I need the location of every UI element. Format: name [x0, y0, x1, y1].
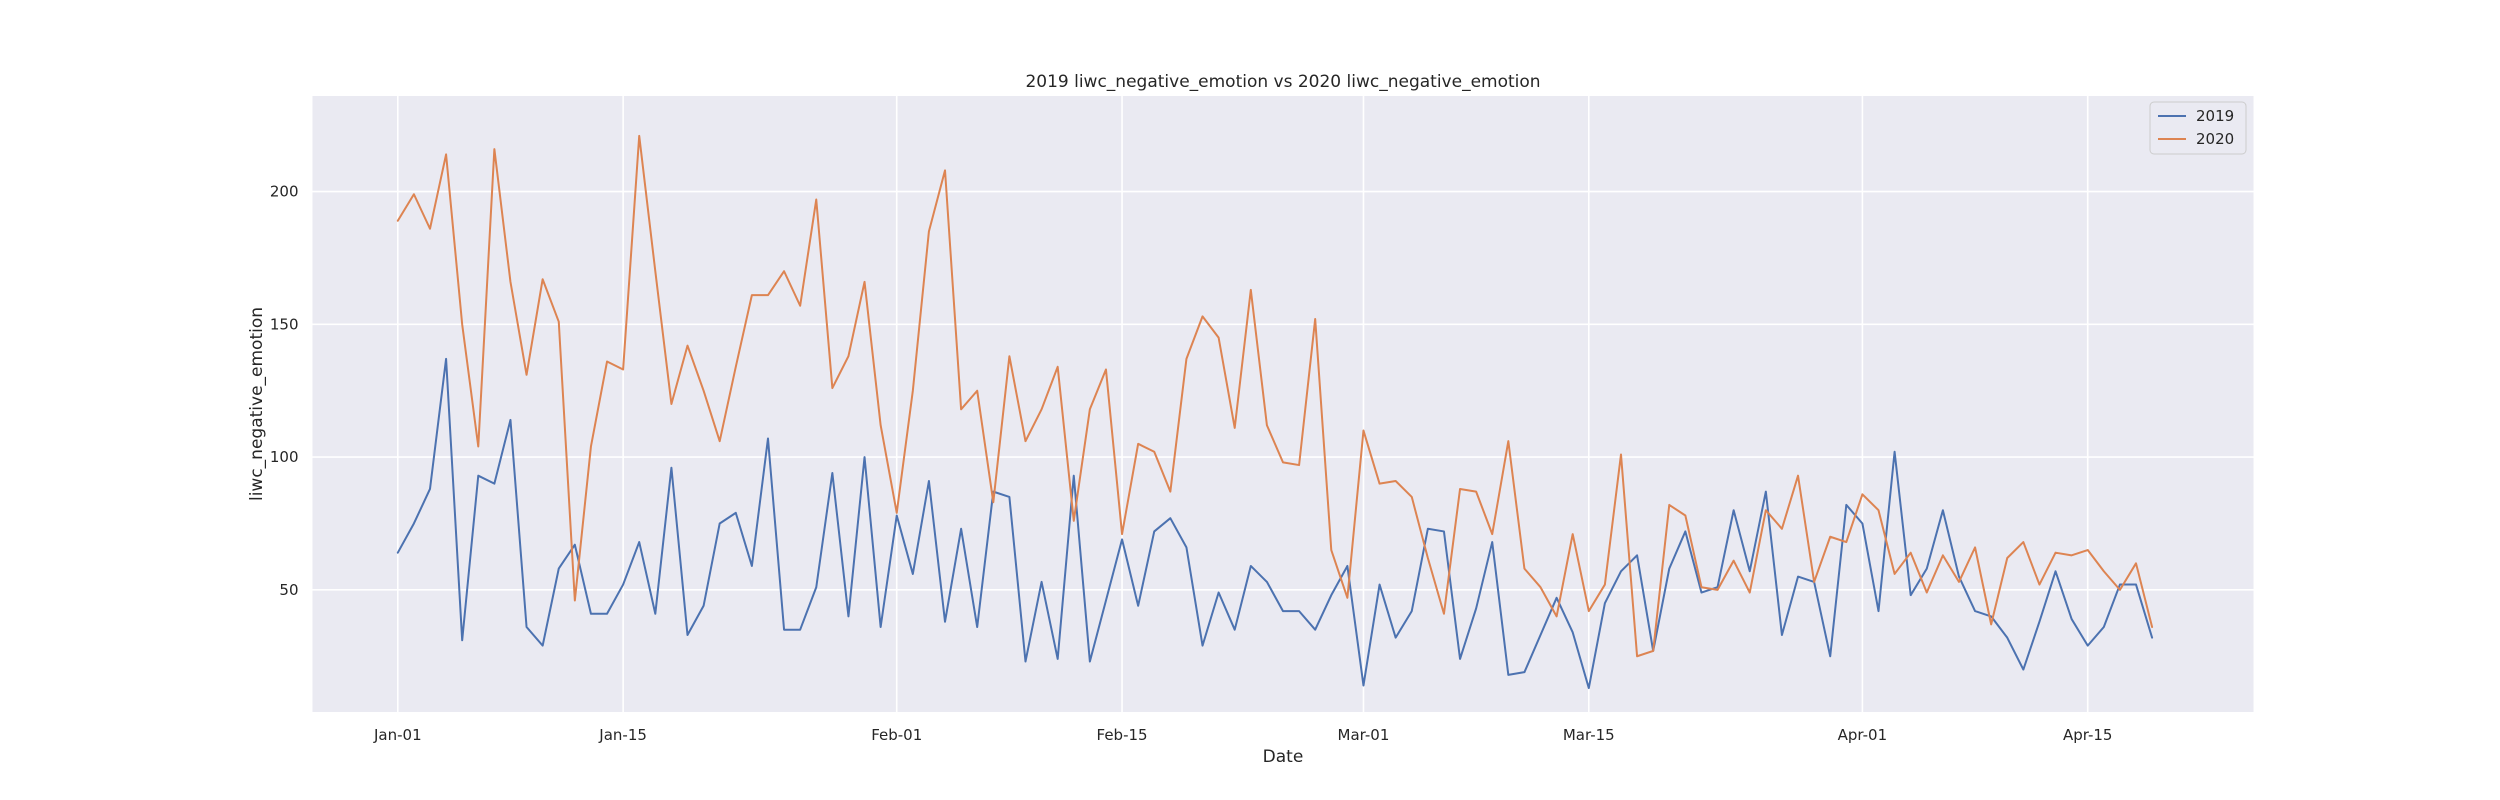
x-tick-label: Feb-01 — [871, 726, 922, 744]
y-tick-label: 200 — [270, 183, 299, 201]
y-tick-label: 50 — [279, 581, 298, 599]
plot-background — [312, 96, 2254, 712]
legend-label-2020: 2020 — [2196, 130, 2234, 148]
x-tick-label: Mar-15 — [1563, 726, 1615, 744]
x-tick-label: Jan-01 — [373, 726, 422, 744]
x-tick-label: Apr-01 — [1838, 726, 1888, 744]
legend-label-2019: 2019 — [2196, 107, 2234, 125]
y-tick-labels: 50 100 150 200 — [270, 183, 299, 599]
x-tick-label: Feb-15 — [1097, 726, 1148, 744]
y-axis-label: liwc_negative_emotion — [247, 307, 267, 501]
chart-title: 2019 liwc_negative_emotion vs 2020 liwc_… — [1025, 72, 1540, 92]
x-tick-labels: Jan-01 Jan-15 Feb-01 Feb-15 Mar-01 Mar-15 Apr-… — [373, 726, 2112, 744]
series-layer — [396, 134, 2154, 690]
x-axis-label: Date — [1263, 747, 1304, 767]
legend: 2019 2020 — [2149, 101, 2247, 155]
y-tick-label: 100 — [270, 448, 299, 466]
x-tick-label: Jan-15 — [598, 726, 647, 744]
x-gridlines — [397, 96, 2089, 712]
series-line-2019 — [396, 357, 2154, 690]
y-tick-label: 150 — [270, 315, 299, 333]
x-tick-label: Mar-01 — [1338, 726, 1390, 744]
x-tick-label: Apr-15 — [2063, 726, 2113, 744]
series-line-2020 — [396, 134, 2154, 658]
